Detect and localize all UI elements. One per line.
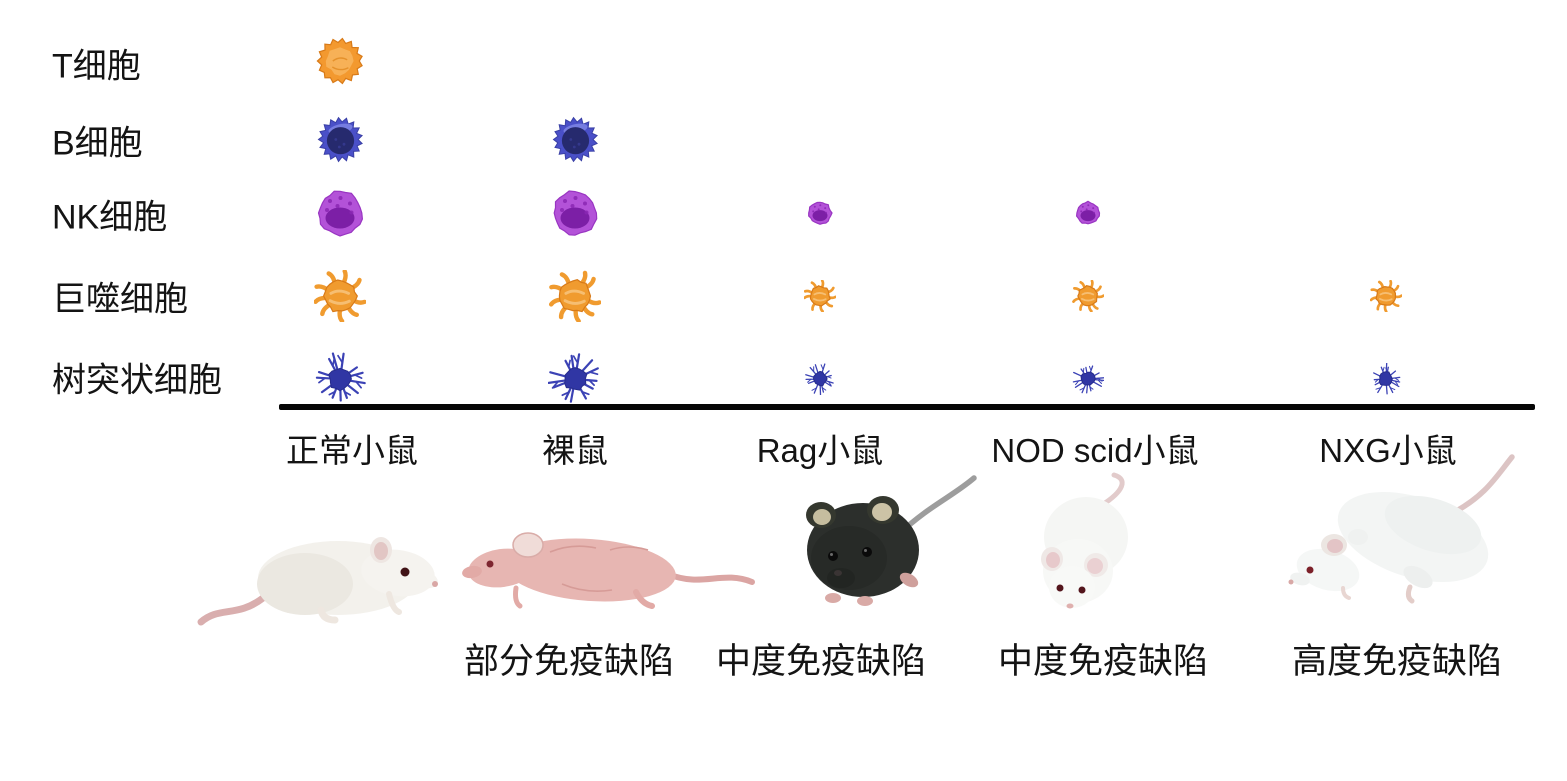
b-cell-icon-nude-mouse (552, 116, 599, 163)
macrophage-icon-nude-mouse (549, 270, 601, 322)
deficiency-label-nod-scid-mouse: 中度免疫缺陷 (997, 642, 1209, 681)
nk-cell-icon-rag-mouse (807, 200, 833, 226)
photo-nod-scid-mouse (1022, 472, 1157, 615)
column-header-nxg-mouse: NXG小鼠 (1319, 432, 1457, 469)
nk-cell-icon-nude-mouse (550, 188, 600, 238)
macrophage-icon-rag-mouse (804, 280, 836, 312)
photo-normal-mouse (193, 516, 438, 628)
b-cell-icon-normal-mouse (317, 116, 364, 163)
row-label-dendritic-cell: 树突状细胞 (52, 361, 222, 400)
row-label-nk-cell: NK细胞 (52, 198, 168, 237)
photo-nude-mouse (440, 512, 755, 620)
t-cell-icon-normal-mouse (316, 37, 364, 85)
nk-cell-icon-nod-scid-mouse (1075, 200, 1101, 226)
column-header-nude-mouse: 裸鼠 (542, 432, 608, 469)
photo-nxg-mouse (1268, 454, 1533, 617)
column-header-normal-mouse: 正常小鼠 (286, 432, 418, 469)
row-label-t-cell: T细胞 (52, 47, 141, 86)
row-label-b-cell: B细胞 (52, 124, 143, 163)
row-label-macrophage: 巨噬细胞 (52, 280, 188, 319)
macrophage-icon-normal-mouse (314, 270, 366, 322)
photo-rag-mouse (781, 462, 977, 612)
column-header-rag-mouse: Rag小鼠 (756, 432, 884, 469)
macrophage-icon-nxg-mouse (1370, 280, 1402, 312)
deficiency-label-rag-mouse: 中度免疫缺陷 (715, 642, 927, 681)
baseline-divider (279, 404, 1535, 410)
nk-cell-icon-normal-mouse (315, 188, 365, 238)
dendritic-cell-icon-nude-mouse (548, 352, 602, 406)
deficiency-label-nxg-mouse: 高度免疫缺陷 (1291, 642, 1503, 681)
dendritic-cell-icon-rag-mouse (804, 363, 836, 395)
dendritic-cell-icon-nxg-mouse (1370, 363, 1402, 395)
deficiency-label-nude-mouse: 部分免疫缺陷 (463, 642, 675, 681)
dendritic-cell-icon-normal-mouse (313, 352, 367, 406)
column-header-nod-scid-mouse: NOD scid小鼠 (991, 432, 1199, 469)
dendritic-cell-icon-nod-scid-mouse (1072, 363, 1104, 395)
macrophage-icon-nod-scid-mouse (1072, 280, 1104, 312)
